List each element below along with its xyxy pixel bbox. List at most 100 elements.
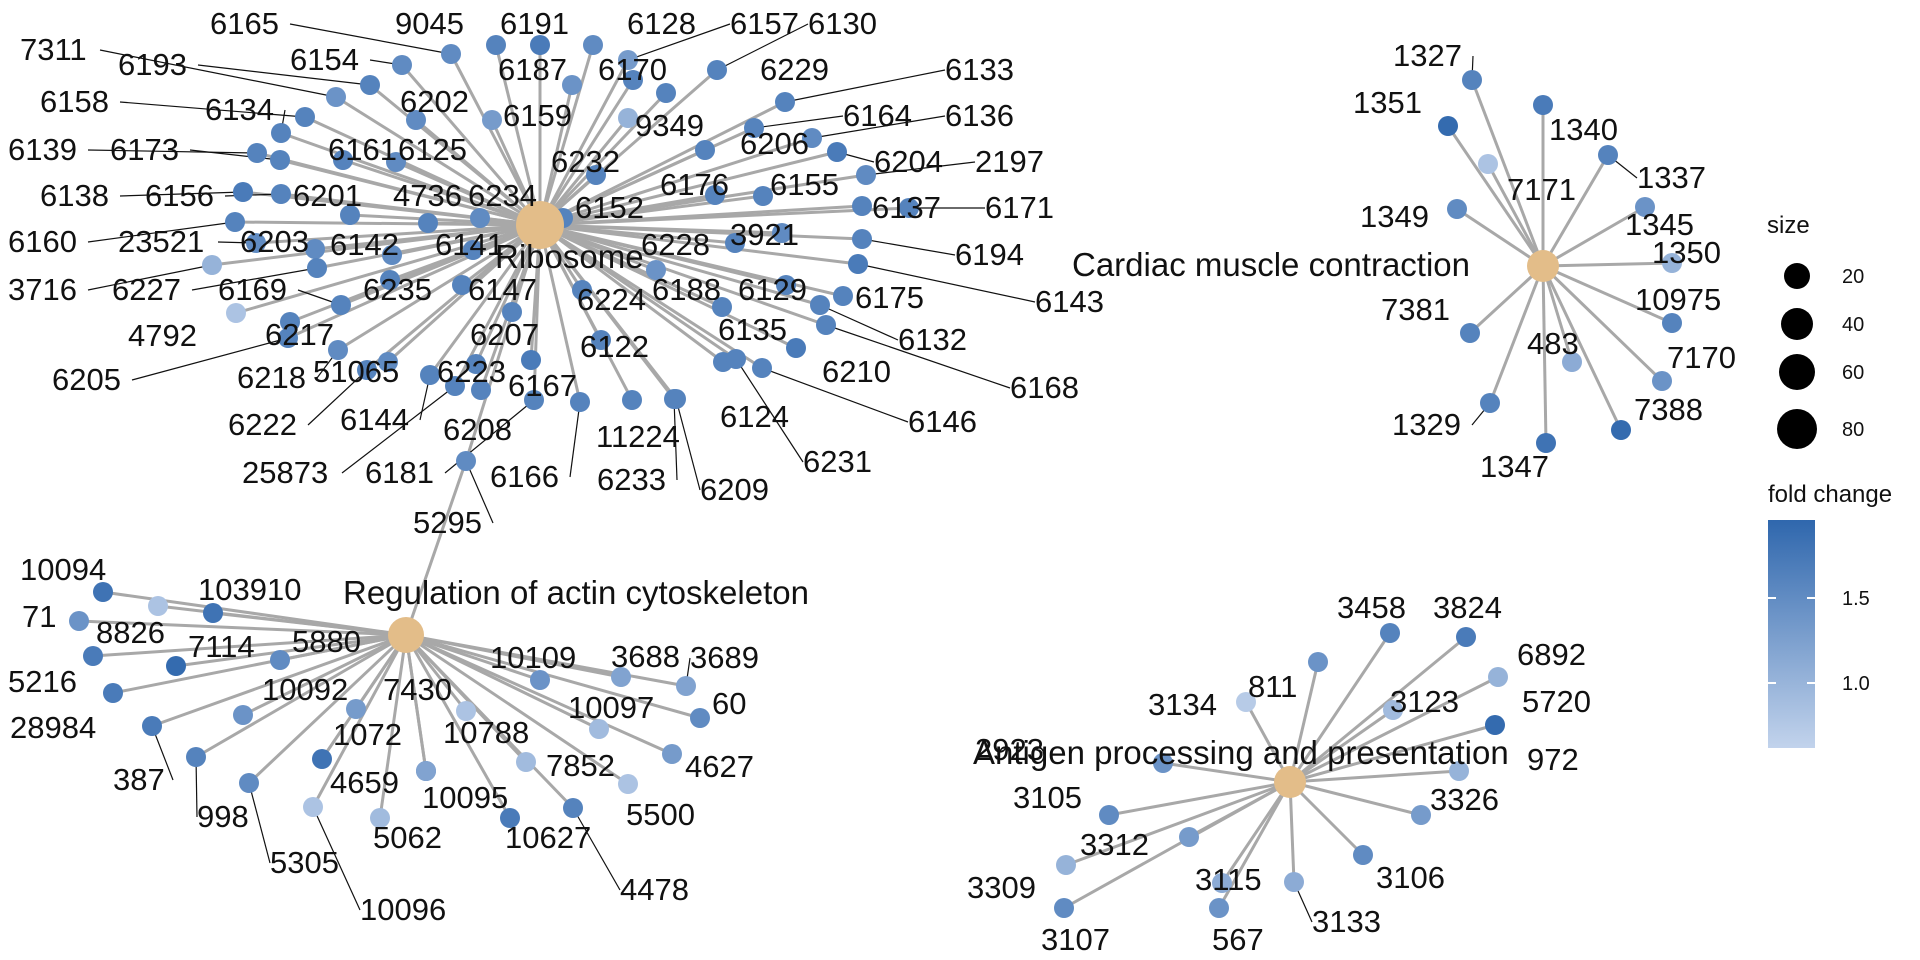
gene-label-3134: 3134	[1148, 687, 1217, 722]
leader-6146	[761, 367, 909, 423]
leader-6136	[811, 115, 946, 139]
edge-antigen-3105	[1108, 780, 1291, 817]
gene-label-103910: 103910	[198, 572, 301, 607]
edge-ribosome-6166	[538, 224, 582, 403]
gene-node-6132	[810, 295, 830, 315]
gene-node-6134	[271, 123, 291, 143]
gene-label-6128: 6128	[627, 6, 696, 41]
leader-6205	[131, 337, 289, 381]
gene-node-10109	[530, 670, 550, 690]
gene-label-1347: 1347	[1480, 449, 1549, 484]
gene-label-6134: 6134	[205, 92, 274, 127]
edge-cardiac-10975	[1542, 264, 1673, 325]
edge-actin-5500	[405, 633, 629, 786]
gene-node-1072	[312, 749, 332, 769]
gene-node-6227	[307, 258, 327, 278]
gene-node-6204	[827, 142, 847, 162]
gene-label-387: 387	[113, 762, 165, 797]
edge-actin-4478	[404, 633, 575, 810]
gene-label-6141: 6141	[435, 227, 504, 262]
gene-node-9045	[486, 35, 506, 55]
gene-label-10095: 10095	[422, 780, 508, 815]
leader-6133	[784, 69, 946, 103]
gene-node-6231	[726, 349, 746, 369]
gene-label-6176: 6176	[660, 167, 729, 202]
gene-node-3716	[202, 255, 222, 275]
gene-label-6210: 6210	[822, 354, 891, 389]
gene-label-3921: 3921	[730, 217, 799, 252]
gene-node-6133	[775, 92, 795, 112]
gene-node-6168	[816, 315, 836, 335]
gene-node-5305	[239, 773, 259, 793]
gene-label-7430: 7430	[383, 672, 452, 707]
gene-label-998: 998	[197, 799, 249, 834]
edge-cardiac-7388	[1541, 265, 1623, 431]
leader-6166	[569, 401, 581, 478]
gene-node-4736	[418, 213, 438, 233]
edge-antigen-3326	[1289, 780, 1422, 817]
gene-node-3921	[772, 223, 792, 243]
gene-node-23521	[246, 233, 266, 253]
size-legend-dot-80	[1777, 409, 1817, 449]
edge-actin-387	[151, 633, 407, 728]
edge-cardiac-1345	[1542, 205, 1646, 268]
size-legend: 20 40 60 80	[1777, 263, 1864, 449]
edge-cardiac-7170	[1541, 264, 1664, 383]
gene-label-1327: 1327	[1393, 38, 1462, 73]
gene-node-51065	[378, 352, 398, 372]
gene-label-6158: 6158	[40, 84, 109, 119]
gene-label-6173: 6173	[110, 132, 179, 167]
gene-node-6173	[270, 150, 290, 170]
edge-ribosome-9045	[494, 44, 542, 226]
gene-node-4627	[662, 744, 682, 764]
gene-node-3133	[1284, 872, 1304, 892]
edge-actin-998	[195, 633, 407, 759]
gene-node-6138	[233, 182, 253, 202]
labels-layer: 6165 9045 6191 6128 6157 6130 7311 6193 6154 6187…	[8, 6, 1736, 957]
gene-label-6169: 6169	[218, 272, 287, 307]
gene-label-6155: 6155	[770, 167, 839, 202]
leader-6138	[119, 191, 244, 197]
edge-actin-5062	[378, 634, 408, 819]
edge-ribosome-6143	[539, 223, 859, 266]
gene-node-6144	[420, 365, 440, 385]
gene-node-7114	[166, 656, 186, 676]
gene-node-4478	[563, 798, 583, 818]
gene-label-8826: 8826	[96, 615, 165, 650]
gene-label-6132: 6132	[898, 322, 967, 357]
gene-node-6170	[623, 70, 643, 90]
edge-ribosome-6171	[539, 206, 910, 227]
gene-label-10092: 10092	[262, 672, 348, 707]
leader-4478	[572, 807, 621, 891]
size-legend-dot-40	[1781, 308, 1813, 340]
leader-6139	[87, 149, 258, 154]
gene-node-998	[186, 747, 206, 767]
gene-label-6166: 6166	[490, 459, 559, 494]
leader-2197	[865, 161, 976, 176]
gene-node-7381	[1460, 323, 1480, 343]
gene-label-3123: 3123	[1390, 684, 1459, 719]
gene-label-483: 483	[1527, 326, 1579, 361]
hub-label-cardiac: Cardiac muscle contraction	[1072, 246, 1470, 283]
gene-label-1329: 1329	[1392, 407, 1461, 442]
edge-cardiac-1329	[1488, 265, 1545, 404]
leader-6160	[87, 221, 236, 243]
gene-node-6159	[482, 110, 502, 130]
gene-node-6224	[572, 280, 592, 300]
gene-label-6892: 6892	[1517, 637, 1586, 672]
gene-node-1327	[1462, 70, 1482, 90]
edge-antigen-5720	[1289, 723, 1496, 784]
gene-node-6169	[331, 295, 351, 315]
legend: size 20 40 60 80 fold change 1.5 1.0	[1767, 212, 1892, 748]
gene-node-1340	[1533, 95, 1553, 115]
gene-label-5720: 5720	[1522, 684, 1591, 719]
gene-label-6142: 6142	[330, 227, 399, 262]
gene-label-1351: 1351	[1353, 85, 1422, 120]
leader-6164	[753, 115, 844, 129]
gene-label-3716: 3716	[8, 272, 77, 307]
edge-ribosome-6209	[538, 224, 678, 400]
gene-label-3105: 3105	[1013, 780, 1082, 815]
gene-label-6231: 6231	[803, 444, 872, 479]
gene-label-6147: 6147	[468, 272, 537, 307]
leader-6158	[119, 101, 306, 118]
